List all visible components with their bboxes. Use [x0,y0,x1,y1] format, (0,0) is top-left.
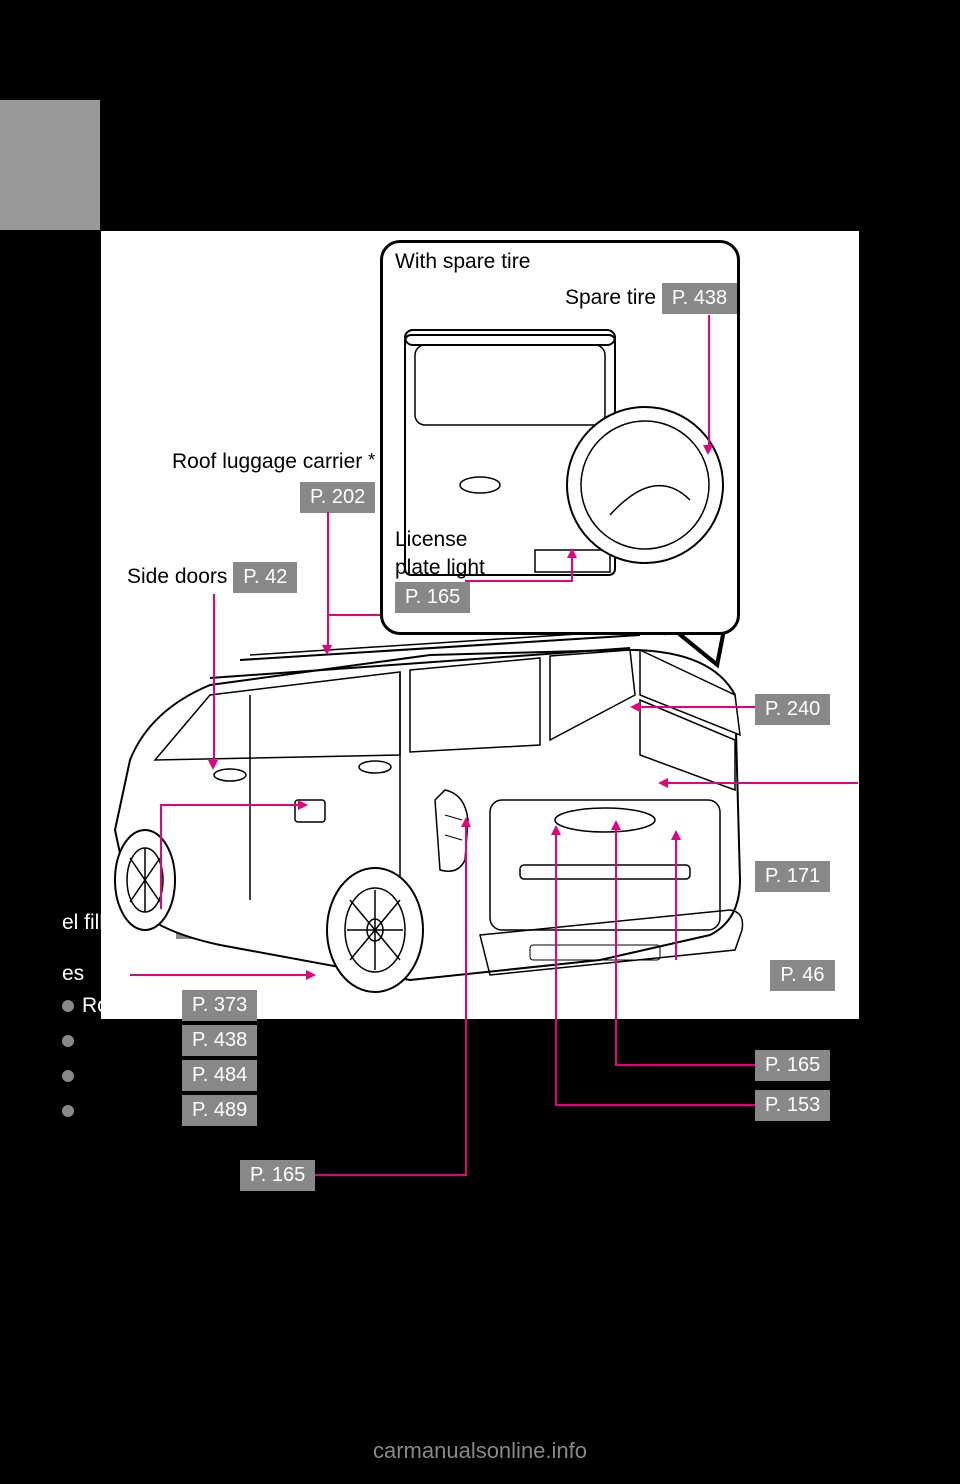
arrow-extra-b-v [555,835,557,1104]
side-doors-label: Side doors P. 42 [127,562,297,593]
arrow-extra-a-v [615,830,617,1064]
bullet-rotation [62,1000,74,1012]
bullet-3 [62,1070,74,1082]
arrow-fuel-h [160,804,300,806]
arrow-extra-c-v [465,827,467,1176]
arrow-extra-c-h [315,1174,465,1176]
spare-tire-label: Spare tire P. 438 [565,283,737,314]
side-doors-page-ref: P. 42 [233,562,297,593]
roof-luggage-asterisk: * [368,450,375,470]
arrow-backdoor-v [675,840,677,960]
tires-p4: P. 489 [182,1095,257,1126]
arrow-defog-h [640,706,755,708]
arrow-sidedoor-head [208,760,218,770]
arrow-extra-c-head [461,817,471,827]
bullet-4 [62,1105,74,1117]
spare-tire-text: Spare tire [565,286,656,309]
arrow-spare-tire-v [708,315,710,445]
roof-luggage-page-ref: P. 202 [300,482,375,513]
inset-title: With spare tire [395,250,530,274]
arrow-license-h [465,580,573,582]
arrow-wiper-head [658,778,668,788]
arrow-roof-v [327,512,329,647]
footer-watermark: carmanualsonline.info [0,1438,960,1464]
arrow-tires-h [130,974,308,976]
arrow-wiper-h [668,782,858,784]
arrow-roof-head1 [322,645,332,655]
roof-luggage-text: Roof luggage carrier [172,450,362,473]
tires-p2: P. 438 [182,1025,257,1056]
arrow-backdoor-head [671,830,681,840]
tires-p3: P. 484 [182,1060,257,1091]
arrow-spare-tire-head [703,445,713,455]
tires-label: es [62,962,84,986]
extra-p165-a: P. 165 [755,1050,830,1081]
arrow-extra-b-head [551,825,561,835]
spare-tire-page-ref: P. 438 [662,283,737,314]
license-plate-page-ref: P. 165 [395,582,470,613]
license-plate-label-1: License [395,528,467,552]
license-plate-label-2: plate light [395,556,485,580]
arrow-sidedoor-v [213,594,215,764]
extra-p153: P. 153 [755,1090,830,1121]
arrow-tires-head [306,970,316,980]
arrow-license-head [567,548,577,558]
arrow-fuel-v [160,804,162,909]
arrow-license-v [571,558,573,582]
header-gray-bar [0,100,100,230]
arrow-extra-a-h [615,1064,755,1066]
bullet-2 [62,1035,74,1047]
roof-luggage-label: Roof luggage carrier * [172,450,375,474]
arrow-fuel-head [298,800,308,810]
arrow-defog-head [630,702,640,712]
arrow-extra-b-h [555,1104,755,1106]
arrow-extra-a-head [611,820,621,830]
extra-p165-b: P. 165 [240,1160,315,1191]
side-doors-text: Side doors [127,565,227,588]
